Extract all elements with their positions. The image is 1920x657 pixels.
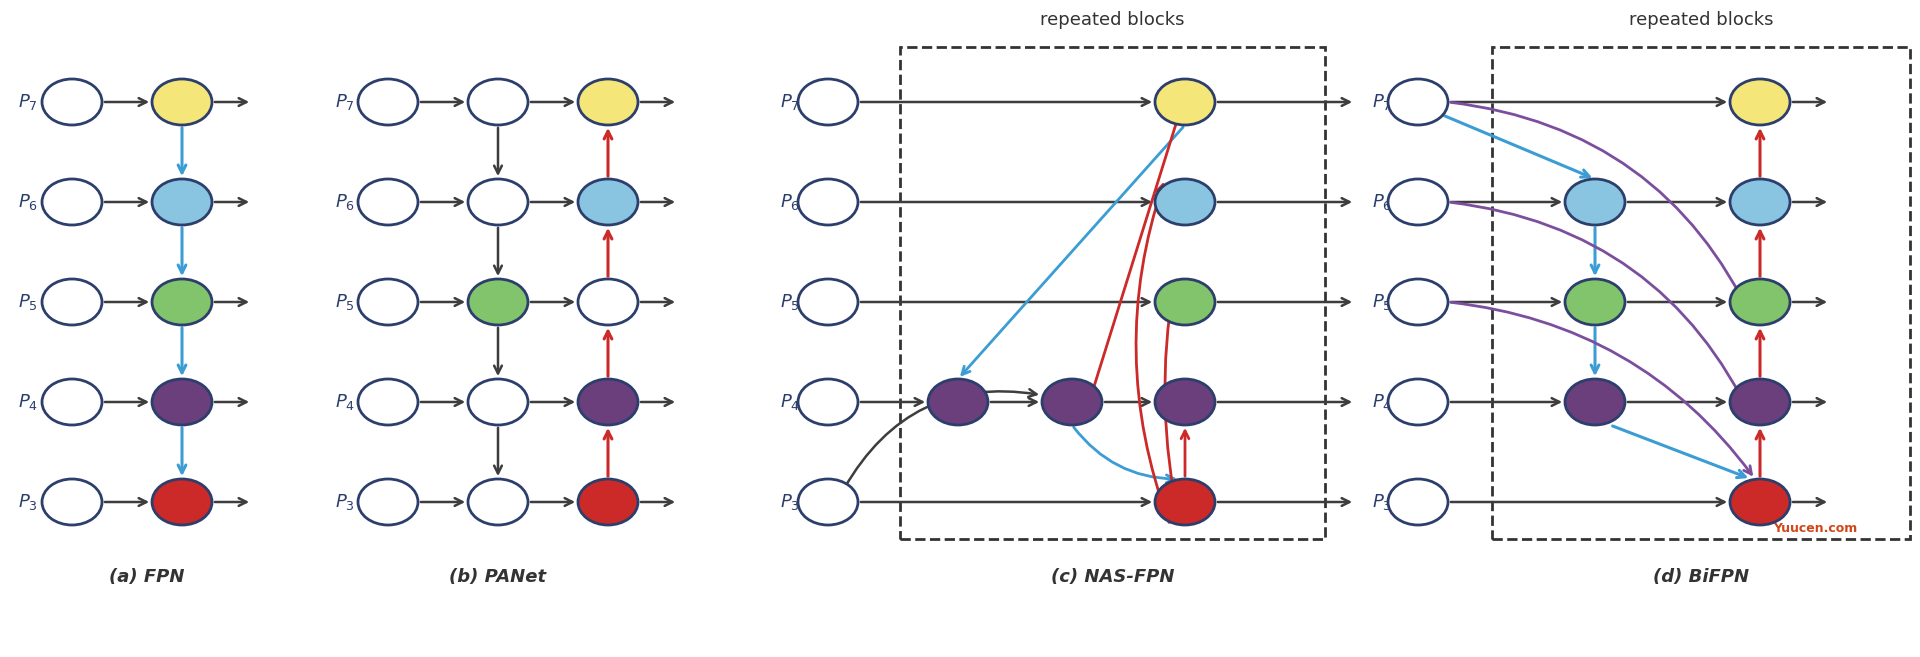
- Text: (c) NAS-FPN: (c) NAS-FPN: [1050, 568, 1175, 586]
- Ellipse shape: [578, 479, 637, 525]
- Text: $P_{6}$: $P_{6}$: [780, 192, 801, 212]
- Text: (a) FPN: (a) FPN: [109, 568, 184, 586]
- Ellipse shape: [578, 179, 637, 225]
- Text: $P_{4}$: $P_{4}$: [17, 392, 38, 412]
- Ellipse shape: [1565, 279, 1624, 325]
- Ellipse shape: [1565, 379, 1624, 425]
- Ellipse shape: [468, 279, 528, 325]
- Text: Yuucen.com: Yuucen.com: [1772, 522, 1857, 535]
- Ellipse shape: [357, 79, 419, 125]
- Ellipse shape: [799, 479, 858, 525]
- Text: $P_{5}$: $P_{5}$: [17, 292, 38, 312]
- Ellipse shape: [799, 179, 858, 225]
- Text: $P_{3}$: $P_{3}$: [1373, 492, 1392, 512]
- Ellipse shape: [799, 79, 858, 125]
- Ellipse shape: [42, 179, 102, 225]
- Ellipse shape: [1156, 479, 1215, 525]
- Ellipse shape: [152, 479, 211, 525]
- Ellipse shape: [152, 79, 211, 125]
- Ellipse shape: [1156, 179, 1215, 225]
- Text: $P_{7}$: $P_{7}$: [1373, 92, 1392, 112]
- Text: $P_{6}$: $P_{6}$: [17, 192, 38, 212]
- Ellipse shape: [468, 79, 528, 125]
- Ellipse shape: [578, 279, 637, 325]
- Ellipse shape: [357, 379, 419, 425]
- Ellipse shape: [1388, 379, 1448, 425]
- Text: $P_{4}$: $P_{4}$: [780, 392, 801, 412]
- Ellipse shape: [152, 179, 211, 225]
- Ellipse shape: [42, 79, 102, 125]
- Ellipse shape: [1730, 379, 1789, 425]
- Ellipse shape: [1388, 79, 1448, 125]
- Text: $P_{3}$: $P_{3}$: [17, 492, 38, 512]
- Ellipse shape: [152, 279, 211, 325]
- Ellipse shape: [1565, 179, 1624, 225]
- Text: $P_{7}$: $P_{7}$: [780, 92, 801, 112]
- Text: $P_{5}$: $P_{5}$: [1373, 292, 1392, 312]
- Ellipse shape: [1043, 379, 1102, 425]
- Ellipse shape: [578, 79, 637, 125]
- Ellipse shape: [1388, 179, 1448, 225]
- Text: $P_{5}$: $P_{5}$: [780, 292, 801, 312]
- Ellipse shape: [1156, 279, 1215, 325]
- Text: repeated blocks: repeated blocks: [1628, 11, 1774, 29]
- Ellipse shape: [578, 379, 637, 425]
- Text: $P_{7}$: $P_{7}$: [17, 92, 38, 112]
- Ellipse shape: [799, 379, 858, 425]
- Ellipse shape: [468, 479, 528, 525]
- Ellipse shape: [1730, 279, 1789, 325]
- Text: $P_{6}$: $P_{6}$: [334, 192, 355, 212]
- Text: $P_{4}$: $P_{4}$: [334, 392, 355, 412]
- Ellipse shape: [468, 179, 528, 225]
- Ellipse shape: [1156, 379, 1215, 425]
- Ellipse shape: [927, 379, 989, 425]
- Ellipse shape: [42, 379, 102, 425]
- Text: $P_{3}$: $P_{3}$: [334, 492, 355, 512]
- Text: $P_{7}$: $P_{7}$: [334, 92, 355, 112]
- Ellipse shape: [1730, 79, 1789, 125]
- Ellipse shape: [42, 479, 102, 525]
- Ellipse shape: [42, 279, 102, 325]
- Text: repeated blocks: repeated blocks: [1041, 11, 1185, 29]
- Ellipse shape: [357, 179, 419, 225]
- Ellipse shape: [1388, 479, 1448, 525]
- Ellipse shape: [1156, 79, 1215, 125]
- Ellipse shape: [799, 279, 858, 325]
- Text: $P_{6}$: $P_{6}$: [1373, 192, 1392, 212]
- Ellipse shape: [1730, 479, 1789, 525]
- Ellipse shape: [152, 379, 211, 425]
- Text: (d) BiFPN: (d) BiFPN: [1653, 568, 1749, 586]
- Ellipse shape: [468, 379, 528, 425]
- Text: $P_{5}$: $P_{5}$: [334, 292, 355, 312]
- Ellipse shape: [357, 479, 419, 525]
- Text: (b) PANet: (b) PANet: [449, 568, 547, 586]
- Ellipse shape: [357, 279, 419, 325]
- Text: $P_{4}$: $P_{4}$: [1373, 392, 1392, 412]
- Ellipse shape: [1388, 279, 1448, 325]
- Ellipse shape: [1730, 179, 1789, 225]
- Text: $P_{3}$: $P_{3}$: [780, 492, 801, 512]
